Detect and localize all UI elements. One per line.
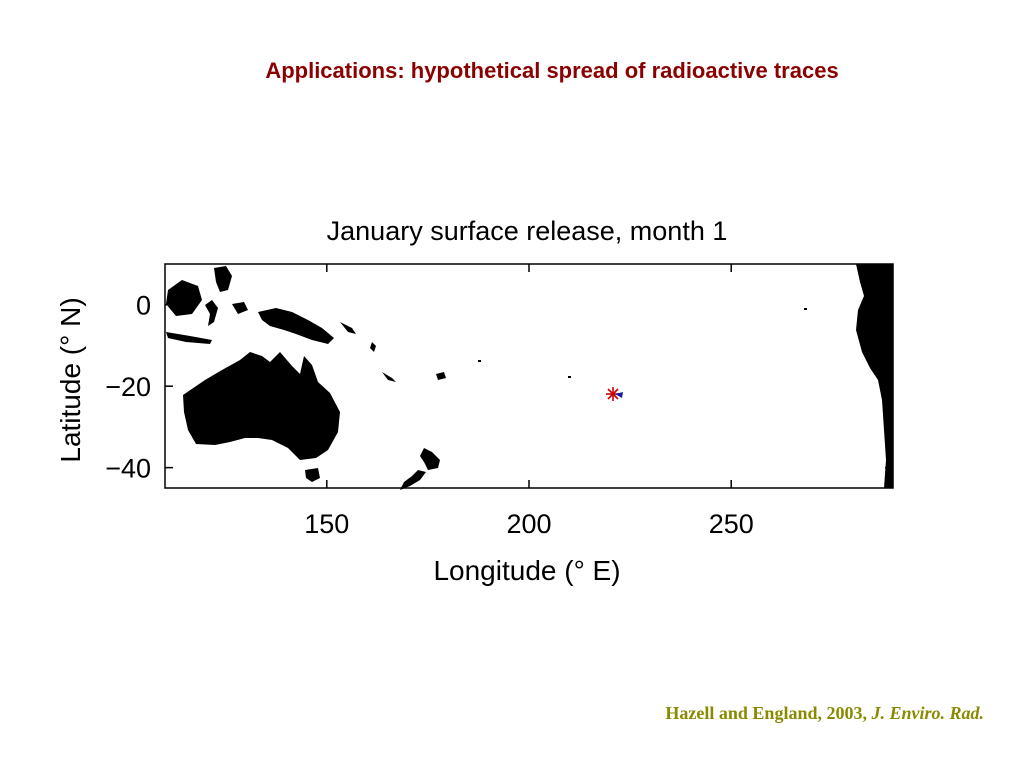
new-zealand-north-island	[420, 448, 440, 470]
citation-journal: J. Enviro. Rad.	[871, 703, 984, 723]
pacific-island	[804, 308, 807, 310]
release-marker	[606, 387, 623, 401]
pacific-island	[568, 376, 571, 378]
tasmania-landmass	[305, 468, 320, 482]
y-axis-label: Latitude (° N)	[55, 297, 86, 462]
philippines-landmass	[214, 266, 232, 292]
pacific-island	[478, 360, 481, 362]
south-america-landmass	[856, 264, 893, 488]
australia-landmass	[183, 352, 340, 460]
maluku-landmass	[232, 302, 248, 314]
x-axis-label: Longitude (° E)	[433, 555, 620, 586]
citation-authors: Hazell and England, 2003,	[665, 703, 867, 723]
sulawesi-landmass	[205, 300, 218, 326]
java-landmass	[166, 332, 212, 344]
y-tick-label: −20	[105, 372, 151, 402]
slide-title: Applications: hypothetical spread of rad…	[265, 58, 839, 83]
x-tick-label: 150	[304, 509, 349, 539]
fiji-islands	[436, 372, 446, 380]
new-zealand-south-island	[400, 470, 426, 490]
borneo-landmass	[166, 280, 202, 316]
new-guinea-landmass	[258, 308, 334, 344]
y-tick-label: 0	[136, 291, 151, 321]
x-tick-label: 250	[709, 509, 754, 539]
x-tick-label: 200	[506, 509, 551, 539]
vanuatu-islands	[370, 342, 376, 352]
land-masses	[166, 264, 893, 490]
trace-plume	[615, 392, 623, 398]
y-tick-label: −40	[105, 454, 151, 484]
solomon-islands	[340, 322, 356, 334]
axis-ticks: 150 200 250 0 −20 −40	[105, 264, 893, 539]
new-caledonia	[382, 372, 396, 382]
citation: Hazell and England, 2003, J. Enviro. Rad…	[665, 703, 984, 724]
figure-title: January surface release, month 1	[327, 216, 728, 246]
